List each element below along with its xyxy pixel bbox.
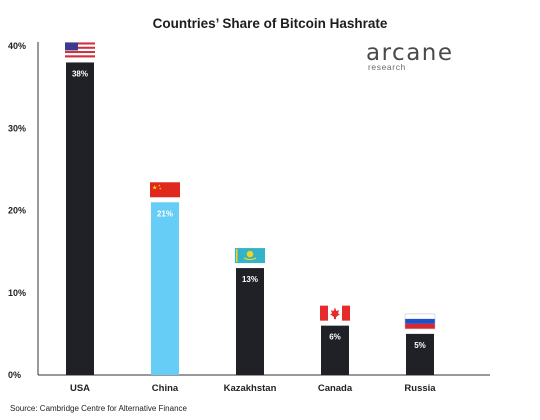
svg-text:★: ★ <box>152 184 157 191</box>
brand-logo-text: arcane <box>366 40 454 66</box>
data-label: 21% <box>157 209 173 218</box>
data-label: 5% <box>414 341 426 350</box>
data-label: 13% <box>242 275 258 284</box>
x-tick-label: Kazakhstan <box>224 383 277 394</box>
kazakhstan-flag-icon <box>235 248 265 264</box>
usa-flag-icon <box>65 42 95 58</box>
brand-logo-subtext: research <box>368 62 406 72</box>
y-tick-label: 40% <box>8 41 26 51</box>
data-label: 38% <box>72 69 88 78</box>
russia-flag-icon <box>404 313 436 330</box>
bar-china <box>151 202 179 375</box>
y-tick-label: 20% <box>8 206 26 216</box>
bar-russia <box>406 333 434 375</box>
y-tick-label: 10% <box>8 288 26 298</box>
y-tick-label: 30% <box>8 123 26 133</box>
bar-kazakhstan <box>236 268 264 375</box>
bar-usa <box>66 62 94 375</box>
chart-title: Countries’ Share of Bitcoin Hashrate <box>152 16 388 31</box>
x-tick-label: Russia <box>404 383 436 394</box>
svg-text:★: ★ <box>158 183 161 187</box>
bar-canada <box>321 325 349 375</box>
canada-flag-icon <box>320 305 350 321</box>
china-flag-icon: ★ ★★ <box>150 182 180 198</box>
y-tick-label: 0% <box>8 370 21 380</box>
svg-text:★: ★ <box>159 186 162 190</box>
x-tick-label: China <box>152 383 179 394</box>
data-label: 6% <box>329 333 341 342</box>
x-tick-label: Canada <box>318 383 353 394</box>
x-tick-label: USA <box>70 383 90 394</box>
source-note: Source: Cambridge Centre for Alternative… <box>10 404 187 413</box>
